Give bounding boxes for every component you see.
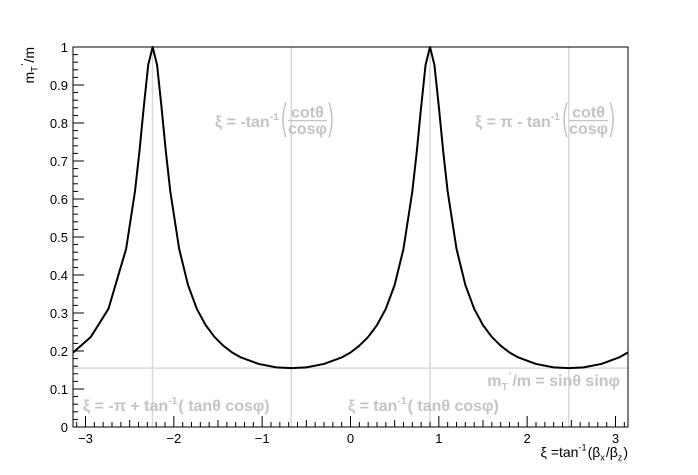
annotation: m T'/m = sinθ sinφ bbox=[487, 371, 620, 393]
text-part: ( tanθ cosφ) bbox=[178, 398, 269, 415]
x-tick-label: 0 bbox=[347, 431, 354, 446]
text-part: ) bbox=[623, 444, 628, 460]
paren bbox=[563, 101, 568, 138]
y-tick-label: 0.4 bbox=[50, 268, 68, 283]
text-part: ξ = tan bbox=[348, 398, 397, 415]
paren bbox=[282, 101, 287, 138]
text-sup: -1 bbox=[270, 112, 279, 123]
text-sup: -1 bbox=[578, 443, 586, 453]
text-part: ξ = -tan bbox=[215, 114, 270, 131]
fraction-denominator: cosφ bbox=[569, 121, 608, 138]
fraction-numerator: cotθ bbox=[291, 104, 324, 121]
text-sup: -1 bbox=[168, 396, 177, 407]
paren bbox=[609, 101, 614, 138]
line-series bbox=[72, 46, 629, 370]
text-part: (β bbox=[588, 444, 601, 460]
text-sub: x bbox=[600, 453, 605, 463]
y-axis-title: mT'/m bbox=[20, 47, 40, 84]
text-sub: T bbox=[30, 66, 40, 72]
y-tick-label: 0.3 bbox=[50, 306, 68, 321]
y-tick-label: 0.7 bbox=[50, 154, 68, 169]
y-tick-label: 0.5 bbox=[50, 230, 68, 245]
x-tick-label: −2 bbox=[166, 431, 181, 446]
text-part: ( tanθ cosφ) bbox=[408, 398, 499, 415]
text-sup: -1 bbox=[551, 112, 560, 123]
y-tick-label: 1 bbox=[61, 40, 68, 55]
annotation: ξ = tan -1( tanθ cosφ) bbox=[348, 396, 499, 415]
text-part: /m bbox=[21, 47, 37, 63]
x-tick-label: 1 bbox=[435, 431, 442, 446]
x-tick-label: 2 bbox=[524, 431, 531, 446]
text-sub: T bbox=[501, 382, 508, 393]
text-sup: -1 bbox=[397, 396, 406, 407]
paren bbox=[328, 101, 333, 138]
fraction-numerator: cotθ bbox=[572, 104, 605, 121]
x-axis-title: ξ =tan -1 (β x/β z) bbox=[541, 443, 628, 463]
y-tick-label: 0.6 bbox=[50, 192, 68, 207]
text-part: ξ = π - tan bbox=[475, 114, 551, 131]
x-tick-label: −3 bbox=[78, 431, 93, 446]
y-tick-label: 0.8 bbox=[50, 116, 68, 131]
text-part: m bbox=[487, 373, 501, 390]
text-sub: z bbox=[618, 453, 623, 463]
annotation: ξ = -π + tan -1( tanθ cosφ) bbox=[83, 396, 270, 415]
text-part: m bbox=[21, 72, 37, 84]
y-tick-label: 0.2 bbox=[50, 344, 68, 359]
text-part: /m = sinθ sinφ bbox=[512, 373, 620, 390]
x-tick-label: 3 bbox=[612, 431, 619, 446]
fraction-denominator: cosφ bbox=[288, 121, 327, 138]
text-part: /β bbox=[606, 444, 618, 460]
x-tick-label: −1 bbox=[255, 431, 270, 446]
y-tick-label: 0.9 bbox=[50, 78, 68, 93]
text-part: ξ =tan bbox=[541, 444, 579, 460]
text-sup: ' bbox=[20, 63, 30, 65]
y-tick-label: 0 bbox=[61, 420, 68, 435]
text-sup: ' bbox=[509, 371, 511, 382]
text-part: ξ = -π + tan bbox=[83, 398, 168, 415]
y-tick-label: 0.1 bbox=[50, 382, 68, 397]
